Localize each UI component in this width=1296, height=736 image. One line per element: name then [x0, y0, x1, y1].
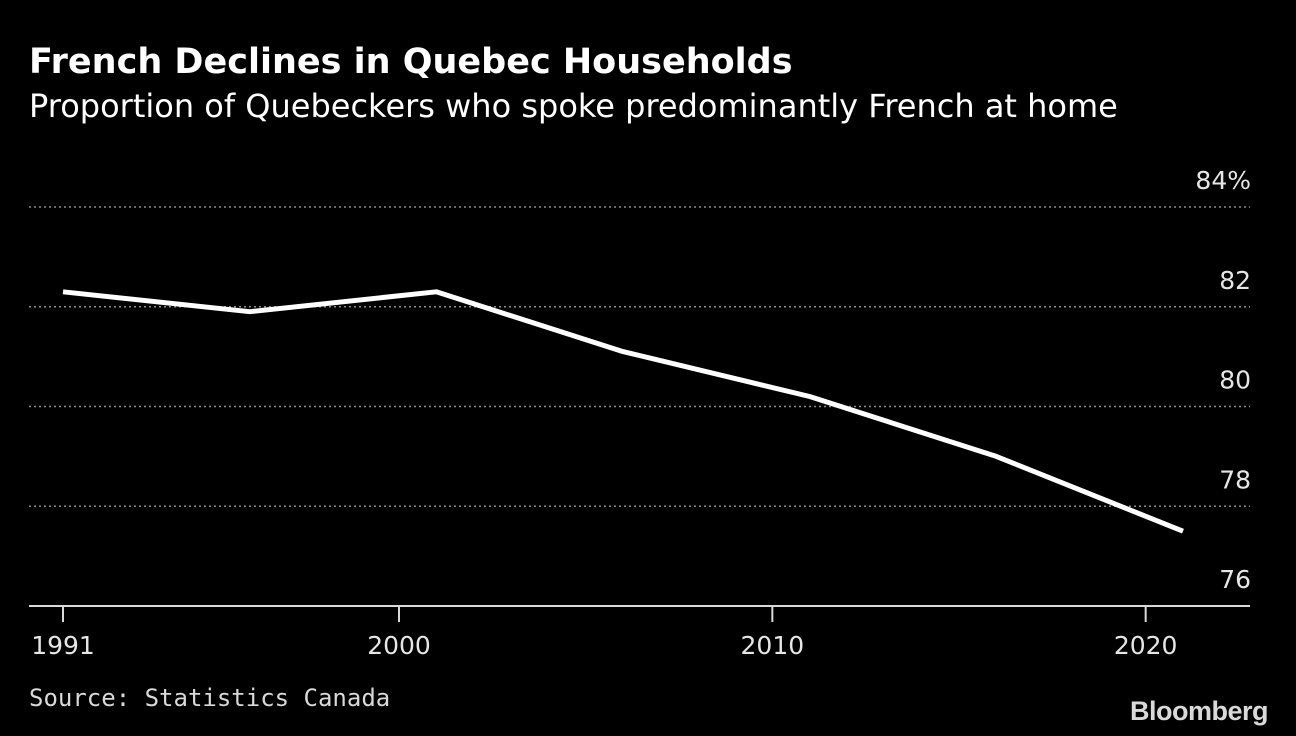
source-note: Source: Statistics Canada: [29, 684, 391, 712]
chart-subtitle: Proportion of Quebeckers who spoke predo…: [29, 87, 1118, 125]
y-tick-label: 78: [1219, 465, 1251, 494]
chart-title: French Declines in Quebec Households: [29, 42, 793, 82]
series-line: [62, 289, 1184, 534]
y-tick-label: 76: [1219, 565, 1251, 594]
bloomberg-logo: Bloomberg: [1129, 696, 1269, 726]
y-tick-label: 82: [1219, 266, 1251, 295]
x-tick-label: 1991: [31, 631, 95, 660]
y-tick-label: 84%: [1195, 166, 1251, 195]
x-tick-label: 2020: [1114, 631, 1178, 660]
x-tick-label: 2010: [741, 631, 805, 660]
gridlines: [29, 206, 1250, 507]
y-axis-tick-labels: 76 78 80 82 84%: [1195, 166, 1251, 594]
x-axis-tick-labels: 1991 2000 2010 2020: [31, 606, 1177, 660]
series-lines: [62, 289, 1184, 534]
y-tick-label: 80: [1219, 366, 1251, 395]
x-tick-label: 2000: [367, 631, 431, 660]
